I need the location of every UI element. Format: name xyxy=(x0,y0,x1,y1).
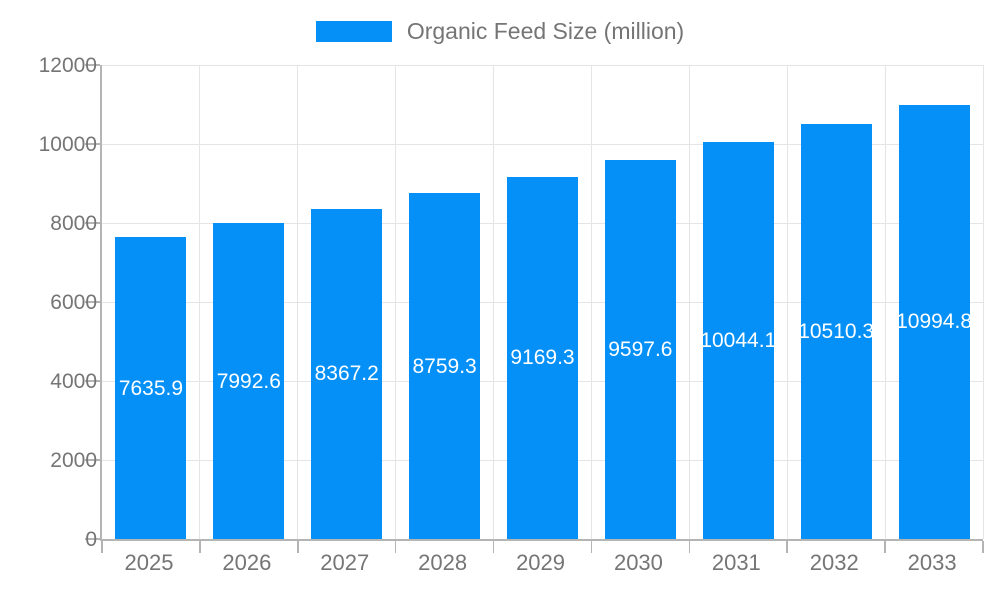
v-gridline xyxy=(199,65,201,539)
x-axis-tick xyxy=(199,541,201,553)
bar[interactable]: 8367.2 xyxy=(311,208,383,539)
legend-row: Organic Feed Size (million) xyxy=(0,20,1000,43)
x-tick-label: 2032 xyxy=(809,550,859,575)
x-tick-label: 2025 xyxy=(124,550,174,575)
x-axis-tick xyxy=(786,541,788,553)
y-tick-label: 12000 xyxy=(38,54,97,77)
y-axis-tick xyxy=(85,222,100,224)
bar[interactable]: 10510.3 xyxy=(800,123,872,539)
legend-label: Organic Feed Size (million) xyxy=(406,18,685,44)
y-axis-tick xyxy=(85,380,100,382)
h-gridline xyxy=(102,64,983,66)
bar-value-label: 7992.6 xyxy=(216,369,281,393)
v-gridline xyxy=(688,65,690,539)
y-tick-label: 6000 xyxy=(50,291,97,314)
x-axis-tick xyxy=(688,541,691,553)
x-axis-tick xyxy=(590,541,593,553)
x-tick-label: 2031 xyxy=(711,550,761,575)
v-gridline xyxy=(297,65,299,539)
bar-value-label: 9597.6 xyxy=(608,337,673,361)
bar[interactable]: 9597.6 xyxy=(604,159,676,539)
y-tick-label: 4000 xyxy=(50,370,97,393)
v-gridline xyxy=(590,65,592,539)
bar[interactable]: 9169.3 xyxy=(507,176,578,539)
y-tick-label: 0 xyxy=(85,528,97,551)
bar[interactable]: 7992.6 xyxy=(213,223,285,539)
x-tick-label: 2026 xyxy=(222,550,272,575)
legend-item[interactable]: Organic Feed Size (million) xyxy=(315,18,685,44)
y-axis-tick xyxy=(85,538,100,540)
bar[interactable]: 10994.8 xyxy=(898,104,970,539)
x-axis-tick xyxy=(982,541,984,553)
bar-value-label: 7635.9 xyxy=(118,376,184,400)
x-tick-label: 2027 xyxy=(320,550,370,575)
bar[interactable]: 10044.1 xyxy=(702,142,774,539)
bar-value-label: 10994.8 xyxy=(898,310,970,334)
x-axis-tick xyxy=(884,541,886,553)
y-tick-label: 10000 xyxy=(38,133,97,156)
bar-value-label: 10044.1 xyxy=(702,329,774,353)
y-tick-label: 2000 xyxy=(50,449,97,472)
x-axis-tick xyxy=(297,541,299,553)
y-axis-tick xyxy=(85,301,100,303)
v-gridline xyxy=(884,65,886,539)
bar-value-label: 10510.3 xyxy=(800,319,872,343)
x-tick-label: 2033 xyxy=(907,550,957,575)
x-tick-label: 2028 xyxy=(418,550,468,575)
x-tick-label: 2029 xyxy=(516,550,566,575)
bar-value-label: 9169.3 xyxy=(510,346,575,370)
x-axis-tick xyxy=(492,541,495,553)
v-gridline xyxy=(982,65,984,539)
y-axis-tick xyxy=(85,64,100,66)
x-axis-tick xyxy=(101,541,103,553)
bar-value-label: 8367.2 xyxy=(314,362,379,386)
bar-value-label: 8759.3 xyxy=(412,354,477,378)
y-axis-tick xyxy=(85,459,100,461)
y-tick-label: 8000 xyxy=(50,212,97,235)
x-tick-label: 2030 xyxy=(613,550,663,575)
legend-color-swatch xyxy=(315,21,392,42)
y-axis-tick xyxy=(85,143,100,145)
x-axis-tick xyxy=(394,541,397,553)
v-gridline xyxy=(395,65,397,539)
v-gridline xyxy=(493,65,495,539)
bar[interactable]: 7635.9 xyxy=(115,237,187,539)
plot-area: 7635.9 7992.6 8367.2 8759.3 9169.3 9597.6 1004… xyxy=(85,64,984,553)
h-gridline xyxy=(102,143,983,145)
bar[interactable]: 8759.3 xyxy=(409,193,481,539)
v-gridline xyxy=(786,65,788,539)
